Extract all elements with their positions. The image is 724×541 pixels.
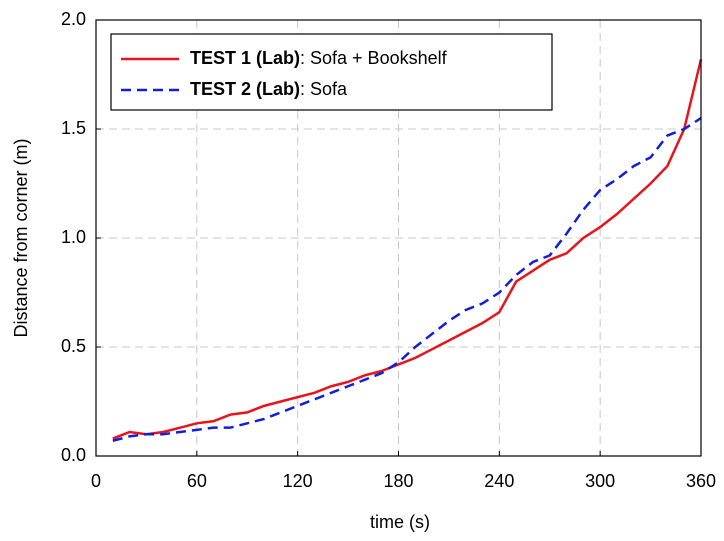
y-tick-label: 1.5 (61, 118, 86, 138)
y-tick-label: 2.0 (61, 9, 86, 29)
y-axis-title: Distance from corner (m) (11, 138, 31, 337)
x-axis-title: time (s) (370, 512, 430, 532)
data-line (112, 58, 703, 440)
x-tick-label: 360 (686, 471, 716, 491)
legend-box (110, 33, 553, 111)
y-tick-label: 1.0 (61, 227, 86, 247)
x-tick-label: 60 (187, 471, 207, 491)
plot-frame (95, 19, 702, 457)
x-tick-label: 300 (585, 471, 615, 491)
legend: TEST 1 (Lab): Sofa + Bookshelf TEST 2 (La… (110, 33, 553, 111)
y-tick-label: 0.5 (61, 336, 86, 356)
data-line (112, 117, 702, 442)
legend-label: TEST 1 (Lab): Sofa + Bookshelf (190, 48, 448, 68)
x-tick-label: 180 (383, 471, 413, 491)
x-tick-label: 0 (91, 471, 101, 491)
y-tick-label: 0.0 (61, 445, 86, 465)
legend-label: TEST 2 (Lab): Sofa (190, 79, 348, 99)
x-tick-label: 240 (484, 471, 514, 491)
x-tick-label: 120 (283, 471, 313, 491)
